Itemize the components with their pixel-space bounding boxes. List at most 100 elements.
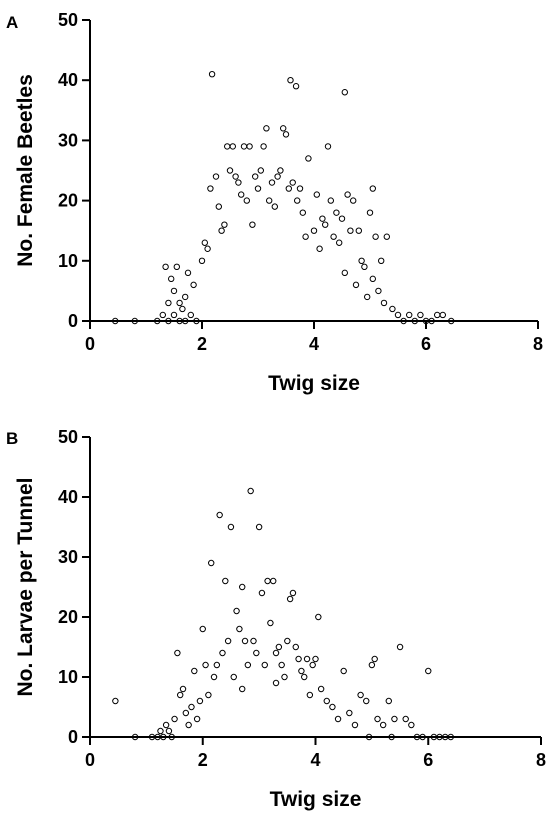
- panel-b-data-point: [295, 655, 302, 663]
- panel-b-data-point: [425, 667, 432, 675]
- panel-a-y-tick-label: 0: [68, 311, 78, 331]
- panel-b-data-point: [368, 661, 376, 669]
- panel-a-data-point: [366, 209, 374, 216]
- panel-b-y-tick-label: 0: [68, 727, 78, 747]
- panel-a-data-point: [176, 299, 183, 307]
- panel-b-data-point: [258, 589, 266, 597]
- panel-b-data-point: [239, 583, 246, 591]
- panel-a-data-point: [434, 311, 441, 319]
- panel-b-data-point: [346, 709, 353, 717]
- panel-b-y-tick-label: 30: [58, 547, 78, 567]
- panel-b-data-point: [174, 649, 181, 657]
- panel-b-data-point: [408, 721, 415, 729]
- panel-a-data-point: [375, 287, 382, 295]
- panel-a-y-ticks: 0 10 20 30 40 50: [58, 10, 90, 331]
- panel-b-data-point: [253, 649, 260, 657]
- panel-a-y-tick-label: 40: [58, 70, 78, 90]
- panel-a-data-point: [383, 233, 390, 240]
- panel-a-data-point: [238, 191, 245, 198]
- panel-b-data-point: [351, 721, 359, 729]
- panel-a-data-point: [330, 233, 337, 240]
- panel-a-data-point: [187, 311, 195, 319]
- panel-b-data-point: [185, 721, 192, 729]
- panel-a-data-point: [232, 173, 239, 180]
- panel-b-data-point: [227, 523, 235, 531]
- panel-a-data-point: [280, 125, 287, 132]
- panel-a-data-point: [406, 311, 413, 319]
- panel-a-data-point: [369, 275, 376, 283]
- panel-b-data-point: [255, 523, 263, 531]
- panel-b-data-point: [292, 643, 299, 651]
- panel-a-data-point: [287, 77, 294, 84]
- panel-a-data-point: [355, 227, 362, 234]
- panel-a-data-point: [184, 269, 192, 277]
- panel-b-data-point: [275, 643, 283, 651]
- panel-a-data-point: [313, 191, 320, 198]
- panel-a-data-point: [305, 155, 312, 162]
- panel-b-data-point: [244, 661, 252, 669]
- panel-a-data-point: [389, 305, 396, 313]
- panel-b-data-point: [236, 625, 243, 633]
- panel-a-data-point: [190, 281, 197, 289]
- panel-a-data-point: [215, 203, 223, 210]
- panel-b-data-point: [112, 697, 119, 705]
- panel-a-data-point: [289, 179, 296, 186]
- panel-a-data-point: [162, 263, 169, 271]
- panel-a-letter: A: [6, 13, 18, 32]
- panel-a-data-point: [333, 209, 340, 216]
- panel-a-data-point: [338, 215, 346, 222]
- panel-a-x-tick-label: 0: [85, 334, 95, 354]
- panel-b-data-point: [317, 685, 325, 693]
- panel-b-data-point: [385, 697, 392, 705]
- panel-b-data-point: [303, 655, 311, 663]
- panel-b-data-point: [205, 691, 212, 699]
- panel-b-data-point: [281, 673, 288, 681]
- panel-b-data-point: [289, 589, 297, 597]
- panel-a-y-tick-label: 20: [58, 191, 78, 211]
- panel-a-data-point: [266, 197, 273, 204]
- panel-a-x-tick-label: 4: [309, 334, 319, 354]
- panel-b-data-point: [213, 661, 221, 669]
- panel-a-data-point: [274, 173, 281, 180]
- panel-a-data-point: [282, 131, 290, 138]
- panel-a-data-point: [380, 299, 388, 307]
- panel-b-data-point: [188, 703, 195, 711]
- panel-a-data-point: [369, 185, 376, 192]
- panel-b-data-point: [309, 661, 316, 669]
- panel-b-data-point: [202, 661, 209, 669]
- panel-a-data-point: [302, 233, 309, 240]
- panel-a-data-point: [268, 179, 276, 186]
- panel-a-chart: A 0 2 4 6 8 0 10 20 30 40 50 Twig size No. Female…: [6, 10, 543, 395]
- panel-b-x-ticks: 0 2 4 6 8: [85, 737, 546, 770]
- panel-a-data-point: [229, 143, 237, 150]
- panel-a-data-point: [336, 239, 343, 246]
- panel-b-data-point: [272, 679, 280, 687]
- panel-b-data-point: [402, 715, 409, 723]
- panel-a-data-point: [344, 191, 351, 198]
- panel-a-data-point: [198, 257, 206, 264]
- panel-b-data-point: [239, 685, 246, 693]
- panel-b-data-point: [208, 559, 215, 567]
- panel-b-data-point: [391, 715, 398, 723]
- panel-b-data-point: [298, 667, 305, 675]
- panel-b-data-point: [272, 649, 280, 657]
- panel-b-y-tick-label: 40: [58, 487, 78, 507]
- panel-a-data-point: [221, 221, 228, 228]
- panel-b-y-tick-label: 50: [58, 427, 78, 447]
- panel-a-data-point: [204, 245, 211, 252]
- panel-a-data-point: [246, 143, 253, 150]
- panel-a-data-point: [296, 185, 304, 192]
- panel-a-data-point: [299, 209, 306, 216]
- panel-b-data-point: [210, 673, 218, 681]
- panel-a-x-tick-label: 8: [533, 334, 543, 354]
- panel-a-data-point: [394, 311, 402, 319]
- panel-a-y-tick-label: 50: [58, 10, 78, 30]
- panel-a-data-point: [358, 257, 365, 264]
- panel-a-data-point: [316, 245, 323, 252]
- panel-a-data-point: [243, 197, 251, 204]
- panel-b-data-point: [233, 607, 240, 615]
- panel-b-data-point: [374, 715, 381, 723]
- panel-b-data-point: [278, 661, 285, 669]
- panel-b-x-axis-label: Twig size: [270, 788, 362, 811]
- panel-b-data-point: [284, 637, 291, 645]
